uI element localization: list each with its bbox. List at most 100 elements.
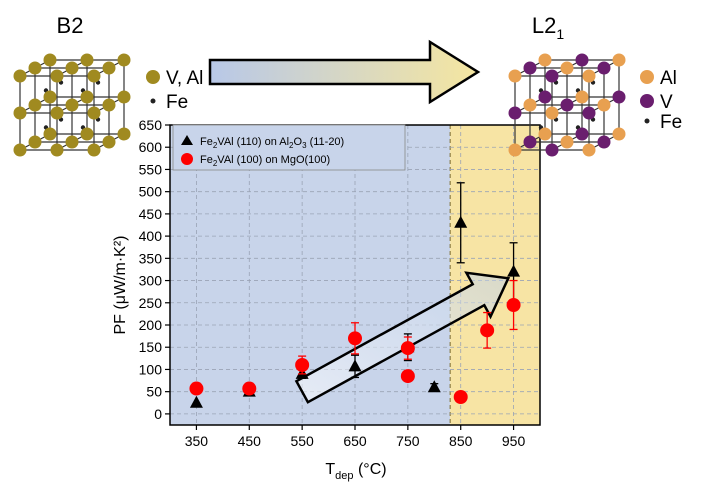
corner-atom (43, 127, 57, 141)
corner-atom (80, 127, 94, 141)
l21-key-v-dot (640, 94, 654, 108)
corner-atom (597, 98, 611, 112)
corner-atom (597, 135, 611, 149)
x-tick-label: 650 (343, 433, 367, 449)
corner-atom (50, 143, 64, 157)
series-1-point-6 (427, 380, 441, 393)
b2-key-v-al-label: V, Al (166, 68, 203, 89)
corner-atom (508, 143, 522, 157)
corner-atom (28, 135, 42, 149)
corner-atom (65, 135, 79, 149)
y-tick-label: 200 (139, 317, 163, 333)
y-tick-label: 50 (146, 384, 162, 400)
y-tick-label: 0 (154, 406, 162, 422)
l21-key-fe-dot (644, 118, 650, 124)
corner-atom (508, 69, 522, 83)
corner-atom (575, 90, 589, 104)
corner-atom (87, 143, 101, 157)
series-2-point-8 (480, 323, 495, 338)
x-tick-label: 750 (396, 433, 420, 449)
corner-atom (612, 127, 626, 141)
y-axis-ticks: 0 50 100 150 200 250 300 350 400 450 500 550 600 650 (139, 117, 170, 422)
corner-atom (102, 98, 116, 112)
corner-atom (612, 90, 626, 104)
corner-atom (28, 61, 42, 75)
series-2-point-2 (242, 381, 257, 396)
series-2-point-5 (400, 369, 415, 384)
corner-atom (13, 143, 27, 157)
b2-crystal-structure (13, 53, 131, 157)
series-2-point-4 (348, 331, 362, 346)
y-tick-label: 100 (139, 361, 163, 377)
corner-atom (117, 53, 131, 67)
corner-atom (13, 106, 27, 120)
y-tick-label: 450 (139, 206, 163, 222)
y-tick-label: 500 (139, 184, 163, 200)
series-1-point-4 (348, 359, 362, 372)
y-tick-label: 350 (139, 250, 163, 266)
shaded-region-2 (450, 125, 540, 425)
l21-crystal-structure (508, 53, 626, 157)
legend: Fe2VAl (110) on Al2O3 (11-20) Fe2VAl (10… (172, 124, 406, 171)
corner-atom (50, 106, 64, 120)
corner-atom (545, 69, 559, 83)
corner-atom (545, 106, 559, 120)
corner-atom (13, 69, 27, 83)
l21-key-v-label: V (660, 92, 673, 113)
corner-atom (102, 61, 116, 75)
corner-atom (575, 53, 589, 67)
corner-atom (80, 90, 94, 104)
corner-atom (65, 98, 79, 112)
series-1-point-1 (189, 395, 203, 408)
l21-key-al-dot (640, 70, 654, 84)
series-1-point-7 (454, 215, 468, 228)
x-tick-label: 950 (502, 433, 526, 449)
corner-atom (65, 61, 79, 75)
corner-atom (545, 143, 559, 157)
legend-circle-marker (181, 153, 193, 165)
y-tick-label: 550 (139, 161, 163, 177)
corner-atom (538, 127, 552, 141)
data-marks (189, 182, 521, 408)
x-tick-label: 450 (238, 433, 262, 449)
series-1-point-8 (507, 264, 521, 277)
corner-atom (597, 61, 611, 75)
corner-atom (582, 69, 596, 83)
x-tick-label: 350 (185, 433, 209, 449)
corner-atom (80, 53, 94, 67)
corner-atom (523, 61, 537, 75)
x-axis-ticks: 350 450 550 650 750 850 950 (185, 425, 526, 449)
b2-key-fe-dot (150, 98, 156, 104)
plot-area: 350 450 550 650 750 850 950 0 50 100 150 200 250 300… (139, 117, 541, 449)
y-tick-label: 300 (139, 273, 163, 289)
corner-atom (87, 69, 101, 83)
corner-atom (582, 106, 596, 120)
l21-key-al-label: Al (660, 68, 677, 89)
corner-atom (523, 135, 537, 149)
corner-atom (523, 98, 537, 112)
l21-key-fe-label: Fe (660, 112, 682, 133)
corner-atom (538, 90, 552, 104)
y-tick-label: 600 (139, 139, 163, 155)
corner-atom (50, 69, 64, 83)
b2-title: B2 (57, 13, 84, 38)
corner-atom (117, 90, 131, 104)
series-2-point-6 (400, 341, 415, 356)
legend-triangle-marker (181, 135, 193, 145)
series-2-point-3 (295, 358, 310, 372)
l21-title: L21 (532, 13, 564, 42)
corner-atom (508, 106, 522, 120)
transition-arrow (208, 39, 481, 105)
corner-atom (117, 127, 131, 141)
corner-atom (43, 90, 57, 104)
corner-atom (87, 106, 101, 120)
y-axis-title: PF (μW/m·K²) (112, 236, 129, 335)
series-2-point-7 (453, 390, 468, 404)
series-2-point-9 (506, 298, 521, 312)
series-2-point-1 (189, 381, 204, 396)
legend-box (172, 124, 406, 171)
b2-key-v-al-dot (146, 70, 160, 84)
x-tick-label: 550 (290, 433, 314, 449)
legend-series-2-label: Fe2VAl (100) on MgO(100) (200, 154, 330, 168)
